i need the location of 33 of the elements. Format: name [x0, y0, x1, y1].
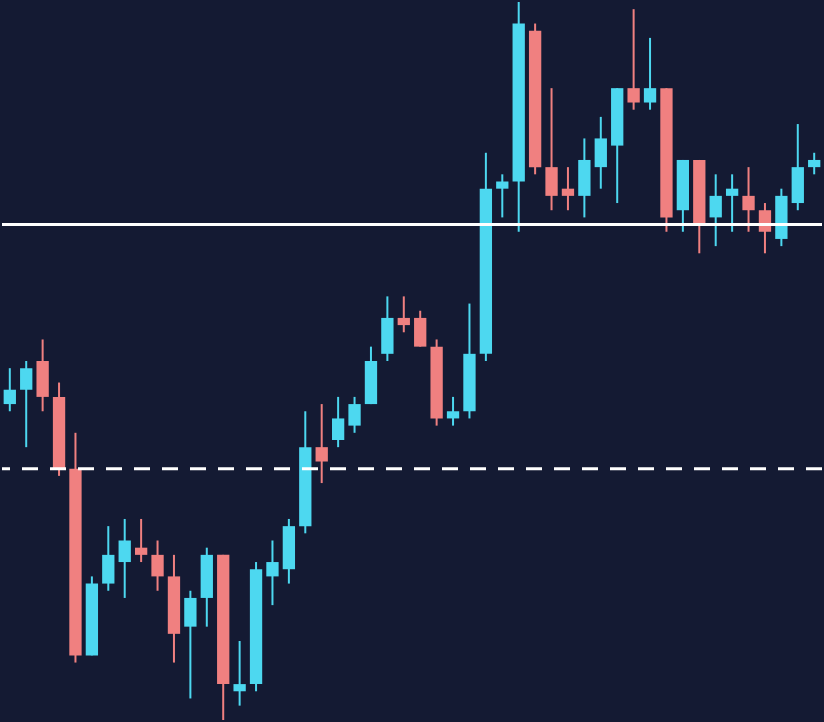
candlestick [775, 187, 788, 248]
candlestick [184, 589, 197, 700]
candlestick [381, 295, 394, 362]
candlestick [282, 517, 296, 585]
candlestick [545, 87, 558, 212]
candlestick [725, 173, 739, 233]
candlestick [331, 395, 345, 449]
candlestick [808, 151, 821, 176]
candlestick [266, 539, 279, 607]
candlestick [414, 309, 427, 348]
candlestick [315, 403, 328, 485]
candlestick [364, 345, 378, 406]
candlestick [594, 115, 607, 190]
candlestick [102, 525, 115, 592]
candlestick [446, 395, 460, 427]
candlestick [561, 166, 575, 212]
candlestick [20, 360, 33, 449]
candlestick [200, 546, 213, 628]
candlestick [348, 395, 361, 434]
candlestick [3, 367, 16, 413]
candlestick [643, 36, 657, 111]
candlestick [578, 137, 591, 219]
candlestick [397, 295, 410, 334]
candlestick [709, 173, 722, 248]
candlestick [627, 8, 640, 111]
candlestick [36, 338, 49, 413]
candlestick [496, 173, 509, 219]
candlestick [118, 517, 131, 599]
candlestick [134, 517, 148, 564]
candlestick [791, 123, 804, 212]
candlestick [742, 166, 755, 233]
candlestick [151, 539, 164, 592]
candlestick [233, 640, 246, 707]
